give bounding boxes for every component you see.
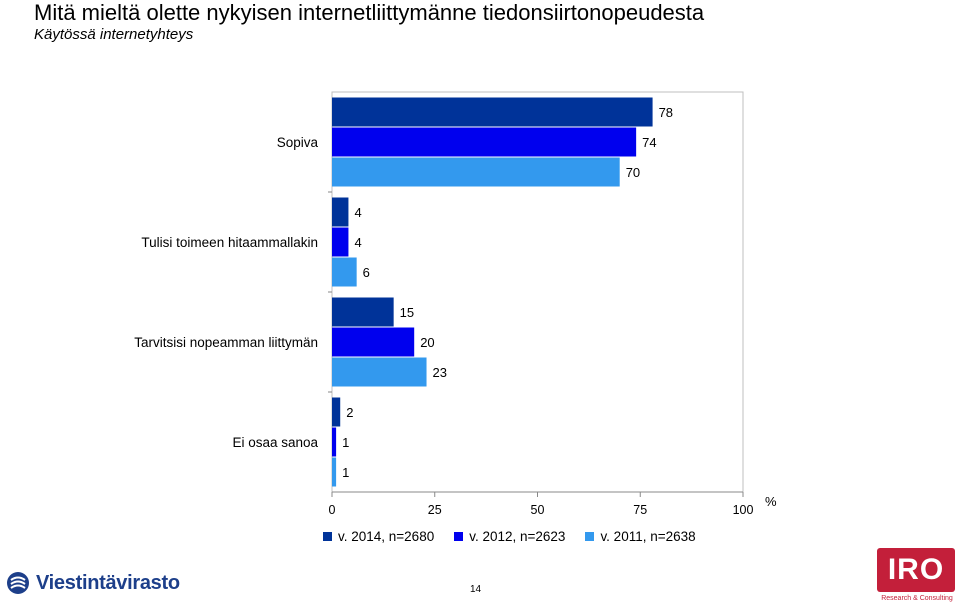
legend-swatch-2014 xyxy=(323,532,332,541)
data-label: 6 xyxy=(363,265,370,280)
bar xyxy=(332,127,637,157)
x-tick-label: 50 xyxy=(531,503,545,517)
data-label: 78 xyxy=(659,105,673,120)
data-label: 20 xyxy=(420,335,434,350)
bar xyxy=(332,227,349,257)
legend-item-2011: v. 2011, n=2638 xyxy=(585,529,696,544)
bar xyxy=(332,257,357,287)
chart-legend: v. 2014, n=2680 v. 2012, n=2623 v. 2011,… xyxy=(323,529,696,544)
bar xyxy=(332,457,337,487)
data-label: 23 xyxy=(433,365,447,380)
legend-label-2014: v. 2014, n=2680 xyxy=(338,529,435,544)
category-label: Tarvitsisi nopeamman liittymän xyxy=(134,335,318,350)
page-number: 14 xyxy=(470,584,482,595)
data-label: 70 xyxy=(626,165,640,180)
viestintavirasto-logo: Viestintävirasto xyxy=(6,571,180,595)
legend-label-2011: v. 2011, n=2638 xyxy=(600,529,696,544)
data-label: 4 xyxy=(354,205,361,220)
bar xyxy=(332,297,394,327)
bar xyxy=(332,357,427,387)
viestintavirasto-logo-text: Viestintävirasto xyxy=(36,571,180,594)
legend-swatch-2011 xyxy=(585,532,595,541)
bar xyxy=(332,157,620,187)
category-label: Tulisi toimeen hitaammallakin xyxy=(141,235,318,250)
bar xyxy=(332,197,349,227)
category-label: Ei osaa sanoa xyxy=(232,435,318,450)
legend-label-2012: v. 2012, n=2623 xyxy=(469,529,566,544)
data-label: 1 xyxy=(342,465,349,480)
data-label: 15 xyxy=(400,305,414,320)
x-unit-label: % xyxy=(765,494,777,509)
legend-item-2012: v. 2012, n=2623 xyxy=(454,529,565,544)
data-label: 1 xyxy=(342,435,349,450)
x-tick-label: 75 xyxy=(633,503,647,517)
iro-logo-subtext: Research & Consulting xyxy=(881,595,953,602)
viestintavirasto-emblem-icon xyxy=(7,572,29,594)
data-label: 2 xyxy=(346,405,353,420)
x-tick-label: 25 xyxy=(428,503,442,517)
chart-subtitle: Käytössä internetyhteys xyxy=(34,26,194,43)
data-label: 74 xyxy=(642,135,656,150)
iro-logo-text: IRO xyxy=(887,553,945,586)
legend-item-2014: v. 2014, n=2680 xyxy=(323,529,434,544)
iro-logo: IRO Research & Consulting xyxy=(877,548,957,605)
bar xyxy=(332,97,653,127)
x-tick-label: 100 xyxy=(733,503,754,517)
bar xyxy=(332,327,415,357)
chart-title: Mitä mieltä olette nykyisen internetliit… xyxy=(34,0,705,25)
iro-logo-box: IRO xyxy=(877,548,955,592)
bar xyxy=(332,397,341,427)
data-label: 4 xyxy=(354,235,361,250)
x-tick-label: 0 xyxy=(329,503,336,517)
bar xyxy=(332,427,337,457)
legend-swatch-2012 xyxy=(454,532,464,541)
category-label: Sopiva xyxy=(277,135,319,150)
